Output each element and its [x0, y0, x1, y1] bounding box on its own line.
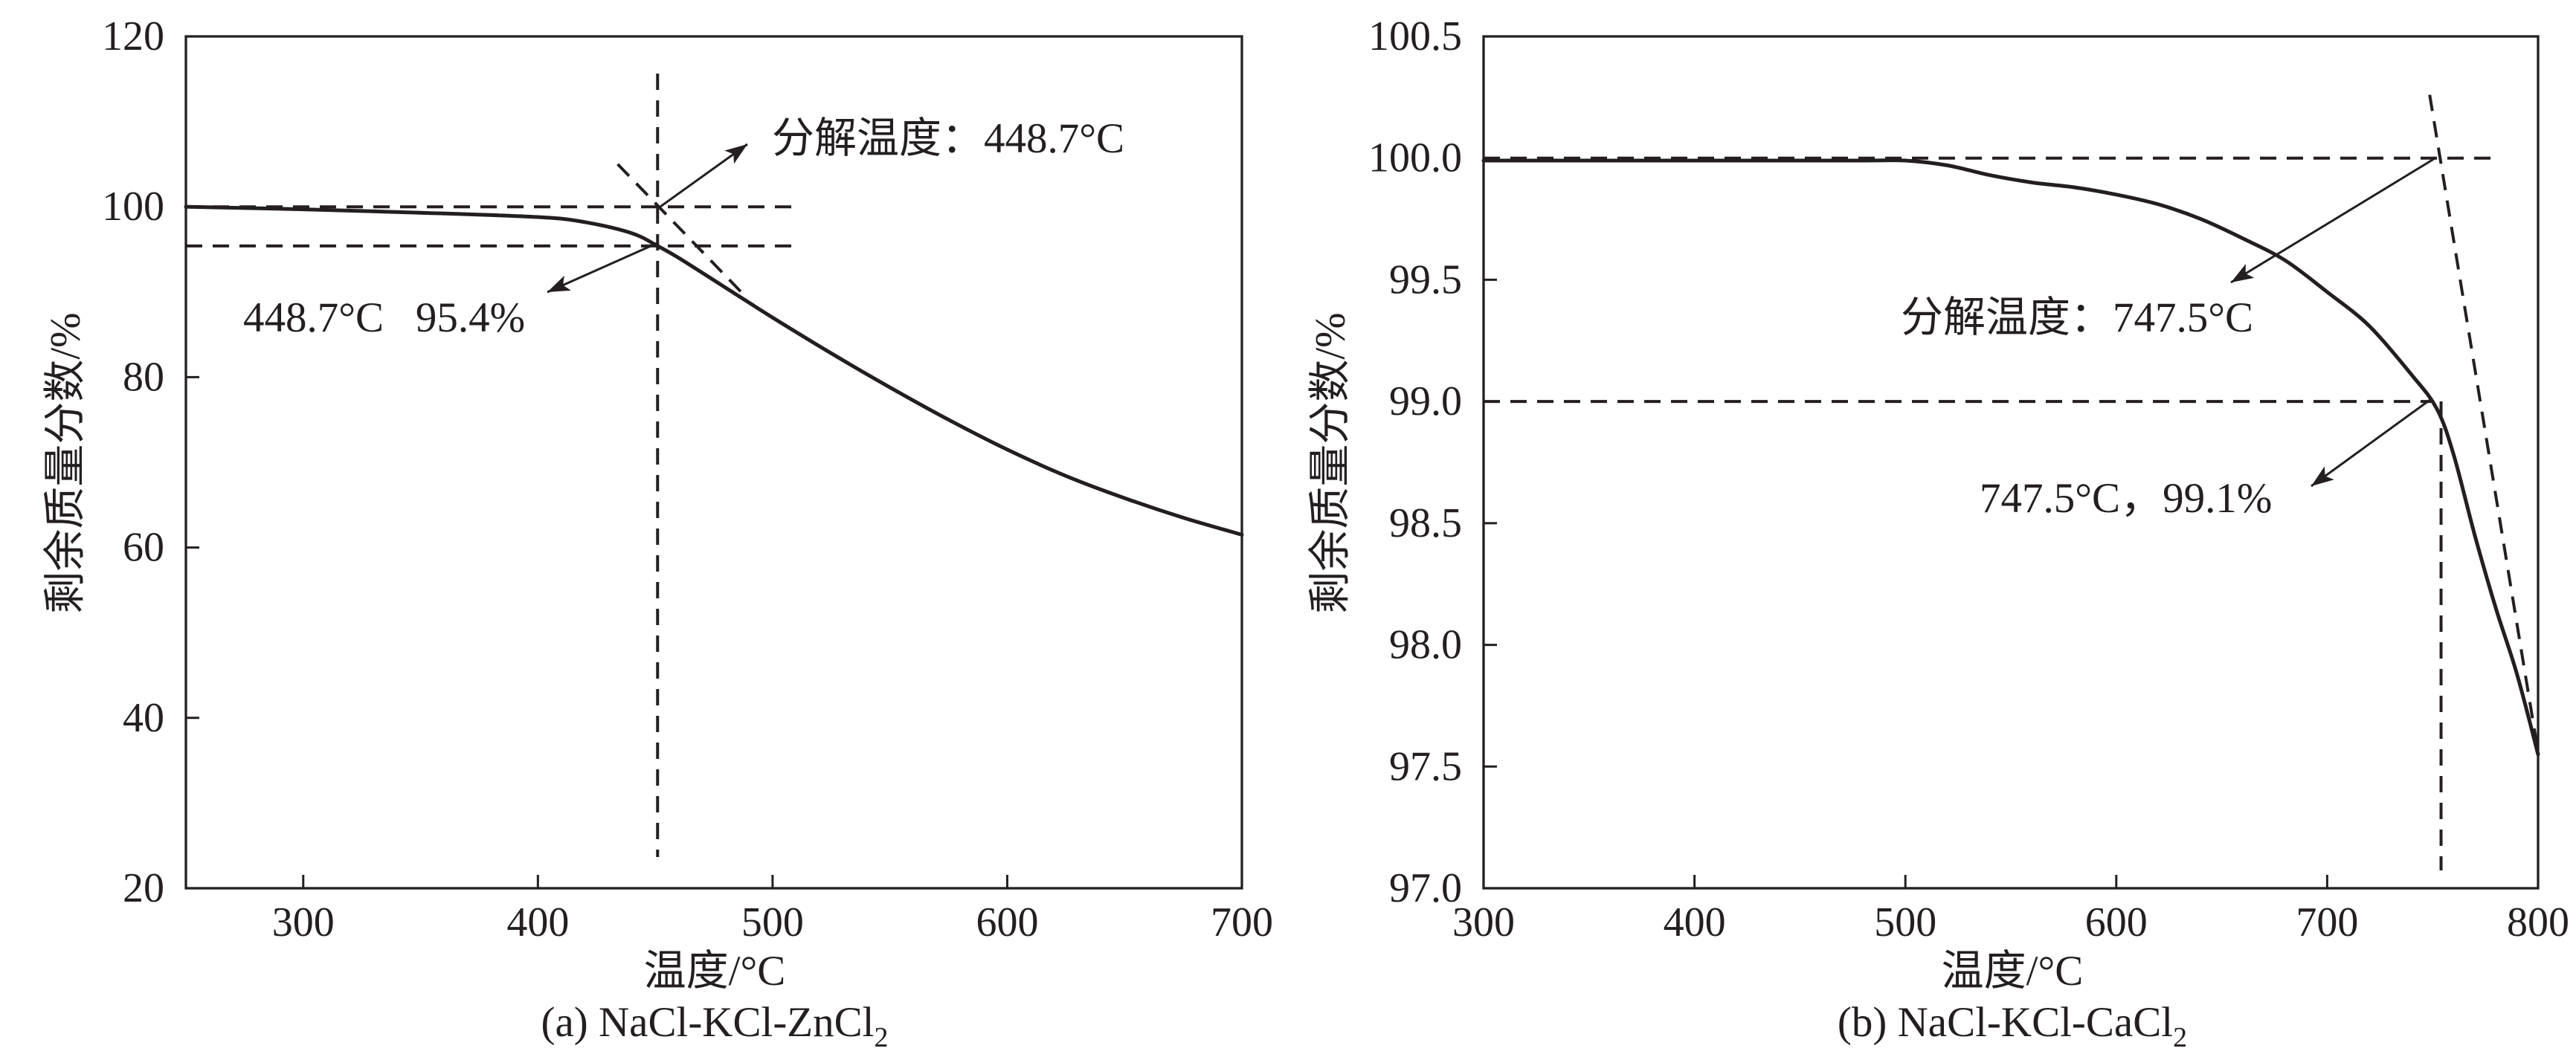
caption-text: (a) NaCl-KCl-ZnCl: [541, 999, 875, 1046]
caption-subscript: 2: [2173, 1022, 2187, 1053]
x-tick-label: 700: [1211, 899, 1273, 945]
x-tick-label: 300: [272, 899, 335, 945]
x-tick-label: 700: [2296, 899, 2358, 945]
panel-a-marks: 300 400 500 600 700 20 40 60 80 100 120: [102, 13, 1273, 945]
y-tick-label: 100.5: [1368, 13, 1462, 59]
panel-b-marks: 300 400 500 600 700 800 97.0 97.5 98.0 98.5 99.0 99…: [1368, 13, 2569, 945]
y-tick-label: 20: [123, 865, 164, 911]
annotation-decomposition-temp: 分解温度：448.7°C: [772, 115, 1124, 162]
x-tick-label: 800: [2507, 899, 2569, 945]
x-tick-label: 400: [1664, 899, 1726, 945]
annotation-onset-point: 747.5°C，99.1%: [1980, 475, 2272, 522]
y-tick-label: 97.5: [1389, 743, 1462, 789]
x-tick-label: 600: [2085, 899, 2148, 945]
y-tick-label: 97.0: [1389, 865, 1462, 911]
tangent-line: [2428, 94, 2540, 752]
y-tick-label: 99.5: [1389, 256, 1462, 303]
mass-loss-curve: [1481, 158, 2540, 757]
x-tick-label: 500: [1874, 899, 1936, 945]
y-tick-label: 98.0: [1389, 622, 1462, 668]
y-tick-label: 120: [102, 13, 164, 59]
panel-b: 300 400 500 600 700 800 97.0 97.5 98.0 98.5 99.0 99…: [1307, 13, 2570, 1053]
x-axis-title: 温度/°C: [644, 948, 786, 995]
annotation-onset-point: 448.7°C 95.4%: [243, 294, 525, 341]
tangent-line: [616, 163, 746, 297]
mass-loss-curve: [184, 204, 1244, 537]
panel-caption: (a) NaCl-KCl-ZnCl2: [541, 999, 889, 1053]
y-tick-label: 80: [123, 354, 164, 400]
x-tick-label: 400: [506, 899, 569, 945]
annotation-arrow: [547, 242, 658, 294]
y-tick-label: 40: [123, 695, 164, 741]
y-axis-title: 剩余质量分数/%: [1307, 312, 1354, 613]
y-tick-label: 98.5: [1389, 500, 1462, 546]
panel-caption: (b) NaCl-KCl-CaCl2: [1838, 999, 2187, 1053]
y-axis-title: 剩余质量分数/%: [42, 312, 89, 613]
y-tick-label: 100: [102, 184, 164, 230]
plot-frame: [1482, 35, 2540, 890]
annotation-arrow: [2230, 156, 2437, 284]
y-tick-label: 60: [123, 525, 164, 571]
annotation-decomposition-temp: 分解温度：747.5°C: [1901, 294, 2253, 341]
y-tick-label: 100.0: [1368, 135, 1462, 181]
caption-text: (b) NaCl-KCl-CaCl: [1838, 999, 2173, 1046]
annotation-arrow: [2311, 398, 2432, 488]
plot-frame: [184, 35, 1243, 890]
annotation-arrow: [660, 143, 748, 208]
x-tick-label: 600: [976, 899, 1038, 945]
x-tick-label: 300: [1452, 899, 1515, 945]
x-axis-title: 温度/°C: [1942, 948, 2084, 995]
panel-a: 300 400 500 600 700 20 40 60 80 100 120 剩余质量分数/% 温…: [42, 13, 1274, 1053]
caption-subscript: 2: [874, 1022, 888, 1053]
y-tick-label: 99.0: [1389, 378, 1462, 424]
x-tick-label: 500: [741, 899, 804, 945]
